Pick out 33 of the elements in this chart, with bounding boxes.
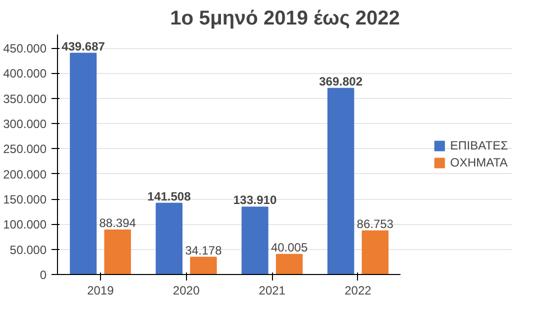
y-tick-label: 400.000 bbox=[3, 66, 47, 81]
bar bbox=[70, 52, 97, 274]
data-label: 40.005 bbox=[270, 240, 308, 254]
y-tick-label: 350.000 bbox=[3, 92, 47, 106]
data-label: 141.508 bbox=[147, 189, 192, 204]
y-tick-label: 300.000 bbox=[3, 117, 47, 132]
y-tick-label: 50.000 bbox=[10, 242, 47, 257]
bar bbox=[190, 256, 217, 274]
x-tick-label: 2019 bbox=[87, 284, 114, 298]
y-tick-label: 450.000 bbox=[3, 42, 47, 56]
y-tick-label: 0 bbox=[40, 268, 47, 282]
x-tick-label: 2021 bbox=[258, 284, 286, 298]
legend-label: ΕΠΙΒΑΤΕΣ bbox=[450, 138, 508, 152]
y-tick-label: 250.000 bbox=[3, 142, 47, 156]
bar bbox=[362, 230, 389, 274]
bar bbox=[276, 254, 303, 274]
data-label: 86.753 bbox=[356, 216, 394, 231]
bar bbox=[104, 230, 131, 274]
bar bbox=[327, 88, 354, 274]
bar bbox=[156, 202, 182, 274]
legend-label: ΟΧΗΜΑΤΑ bbox=[450, 156, 508, 170]
y-tick-label: 150.000 bbox=[3, 192, 47, 207]
bar bbox=[242, 206, 268, 274]
y-tick-label: 100.000 bbox=[3, 218, 47, 232]
data-label: 133.910 bbox=[233, 193, 277, 208]
y-tick-label: 200.000 bbox=[3, 167, 47, 182]
x-tick-label: 2020 bbox=[172, 284, 200, 298]
data-label: 34.178 bbox=[185, 243, 222, 258]
x-tick-label: 2022 bbox=[344, 284, 372, 298]
data-label: 439.687 bbox=[62, 39, 106, 54]
data-label: 88.394 bbox=[99, 216, 136, 230]
data-label: 369.802 bbox=[319, 74, 363, 88]
chart-title: 1ο 5μηνό 2019 έως 2022 bbox=[170, 8, 400, 30]
